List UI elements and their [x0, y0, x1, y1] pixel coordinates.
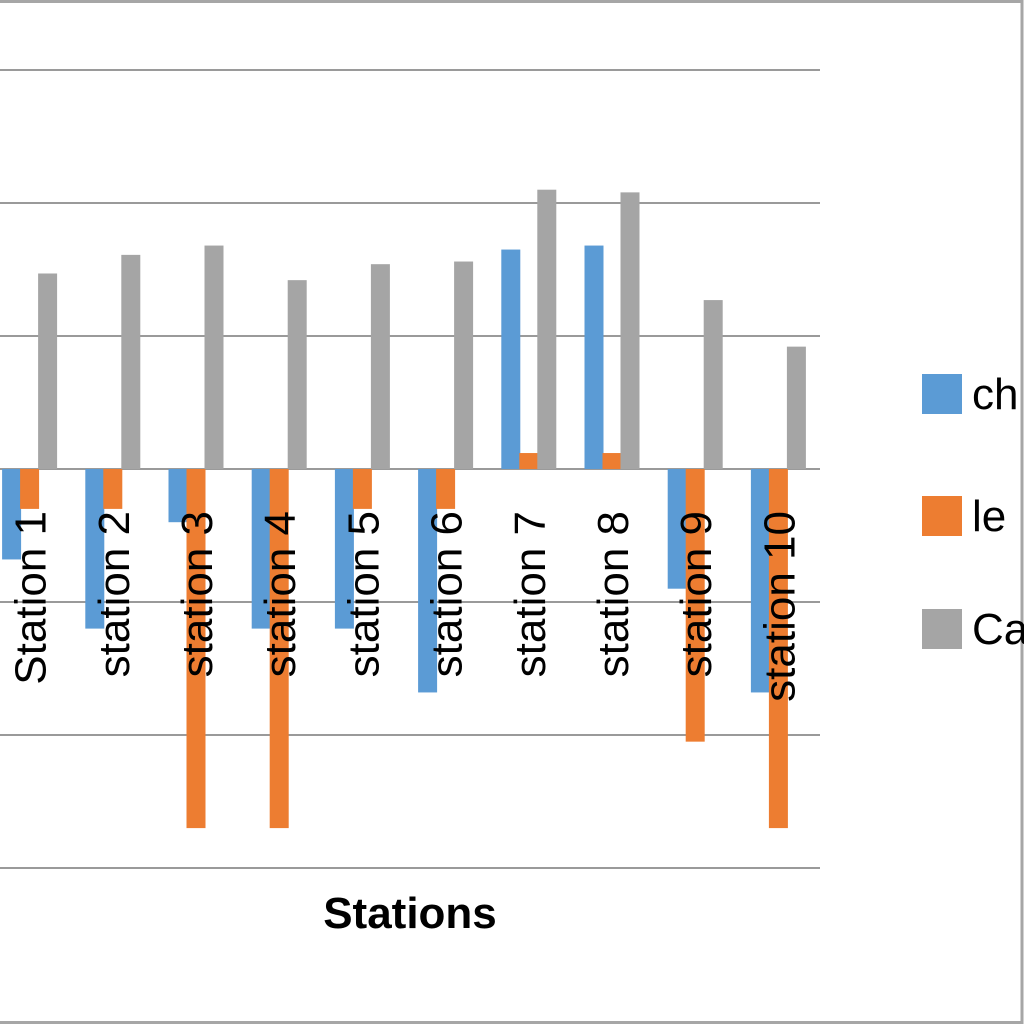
bar-ca-8 — [620, 192, 640, 470]
bar-le-5 — [352, 469, 372, 509]
bar-ch-3 — [168, 469, 188, 523]
bar-le-1 — [20, 469, 40, 509]
bar-ca-6 — [454, 261, 474, 469]
bar-le-4 — [269, 469, 289, 829]
x-tick-label: station 7 — [506, 511, 555, 677]
legend-label-ch: ch — [972, 370, 1018, 419]
bar-ca-2 — [121, 254, 141, 469]
bar-ca-5 — [370, 264, 390, 469]
bar-ca-7 — [537, 189, 557, 469]
bar-ch-8 — [584, 245, 604, 469]
x-tick-label: station 9 — [672, 511, 721, 677]
legend-swatch-ca — [922, 609, 962, 649]
bars — [2, 189, 806, 829]
legend: ch le Ca — [922, 370, 1024, 654]
bar-le-8 — [602, 453, 622, 469]
bar-ca-9 — [703, 300, 723, 469]
bar-le-10 — [768, 469, 788, 829]
x-tick-label: station 4 — [256, 511, 305, 677]
bar-le-2 — [103, 469, 123, 509]
x-axis-title: Stations — [323, 889, 497, 938]
x-tick-label: station 6 — [423, 511, 472, 677]
x-tick-label: station 3 — [173, 511, 222, 677]
x-tick-labels: Station 1 station 2 station 3 station 4 stat… — [7, 511, 805, 702]
bar-ch-7 — [501, 249, 521, 469]
bar-le-9 — [685, 469, 705, 742]
legend-swatch-ch — [922, 374, 962, 414]
legend-swatch-le — [922, 496, 962, 536]
x-tick-label: station 10 — [755, 511, 804, 702]
bar-ch-6 — [418, 469, 438, 693]
bar-ca-1 — [38, 273, 58, 469]
x-tick-label: station 2 — [90, 511, 139, 677]
bar-ch-5 — [334, 469, 354, 629]
legend-label-ca: Ca — [972, 605, 1024, 654]
bar-ch-1 — [2, 469, 22, 560]
bar-ch-2 — [85, 469, 105, 629]
x-tick-label: station 8 — [589, 511, 638, 677]
bar-le-6 — [436, 469, 456, 509]
bar-ca-10 — [786, 346, 806, 469]
legend-label-le: le — [972, 492, 1006, 541]
x-tick-label: station 5 — [339, 511, 388, 677]
bar-le-3 — [186, 469, 206, 829]
bar-ch-10 — [750, 469, 770, 693]
bar-ch-9 — [667, 469, 687, 589]
x-tick-label: Station 1 — [7, 511, 56, 685]
bar-ca-4 — [287, 280, 307, 469]
bar-le-7 — [519, 453, 539, 469]
bar-ch-4 — [251, 469, 271, 629]
bar-ca-3 — [204, 245, 224, 469]
